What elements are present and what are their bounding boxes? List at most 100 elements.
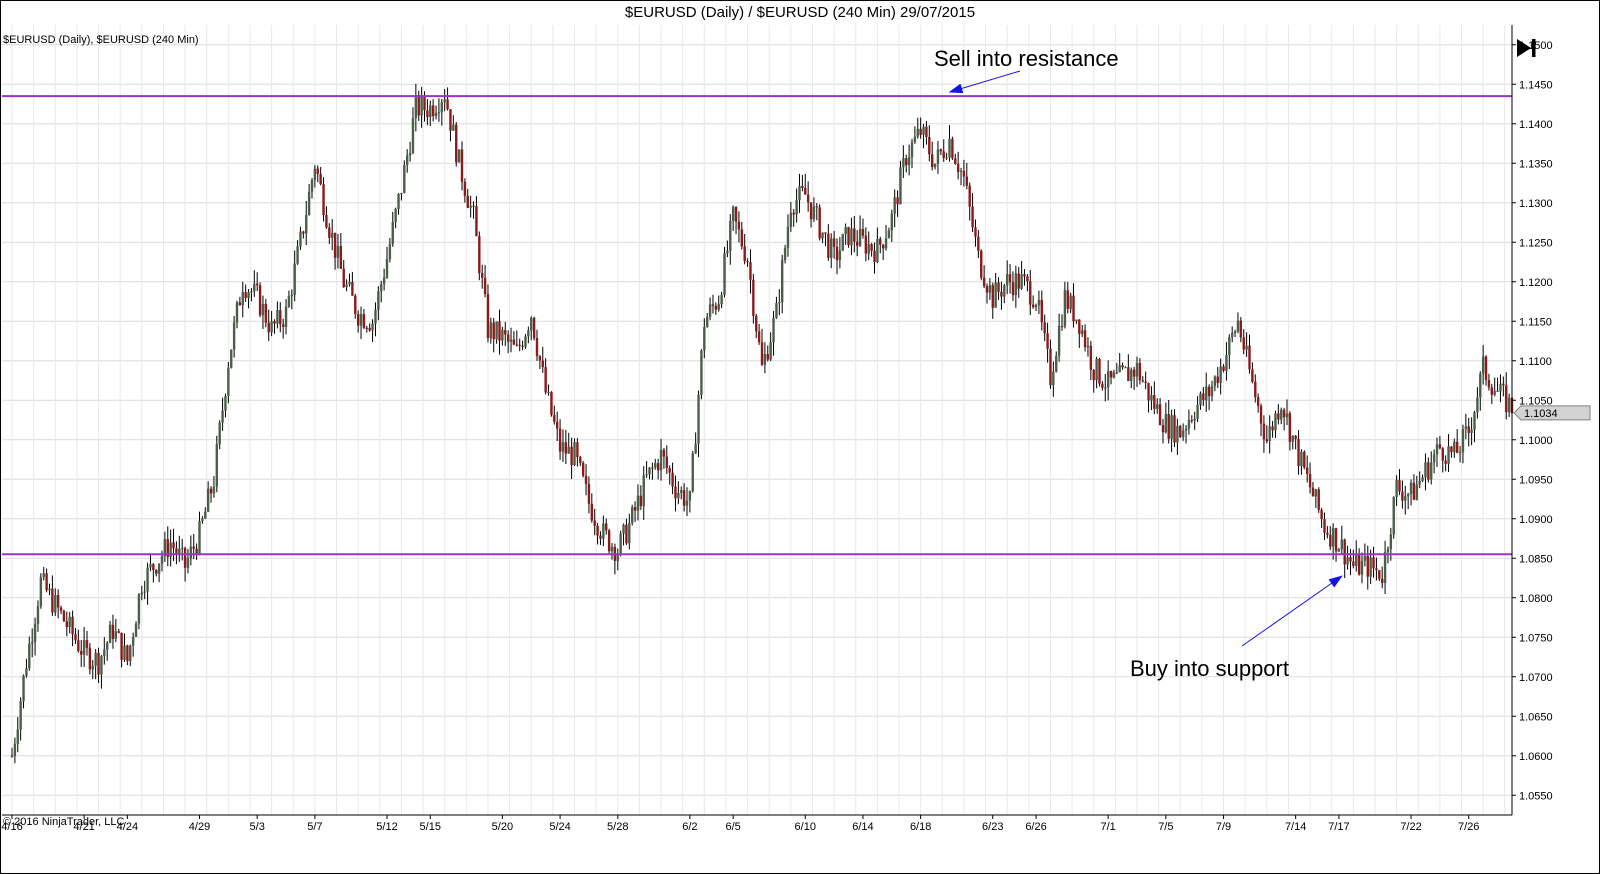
candle-body xyxy=(1069,295,1072,309)
candle-body xyxy=(354,295,357,315)
candle-body xyxy=(636,495,640,511)
candle-body xyxy=(59,607,63,611)
candle-body xyxy=(264,303,268,323)
candle-body xyxy=(930,154,934,168)
candle-body xyxy=(1251,369,1254,382)
candle-body xyxy=(965,176,969,186)
candle-body xyxy=(1357,554,1361,575)
candle-body xyxy=(215,444,219,487)
price-levels xyxy=(2,95,1512,556)
candle-body xyxy=(532,317,536,339)
candle-body xyxy=(446,99,449,110)
candle-body xyxy=(968,185,971,207)
candle-body xyxy=(1213,376,1217,387)
candle-body xyxy=(169,542,172,557)
candle-body xyxy=(88,647,92,670)
x-tick-label: 6/23 xyxy=(982,821,1003,833)
candle-body xyxy=(146,567,149,592)
candle-body xyxy=(302,231,305,234)
candle-body xyxy=(1334,528,1338,552)
candle-body xyxy=(1392,496,1395,535)
candle-body xyxy=(1014,273,1018,296)
candle-body xyxy=(45,573,48,591)
candle-body xyxy=(723,253,726,295)
candle-body xyxy=(720,294,723,305)
candle-body xyxy=(824,232,827,234)
skip-to-end-button[interactable] xyxy=(1514,36,1540,60)
x-tick-label: 5/7 xyxy=(307,821,322,833)
candle-body xyxy=(227,367,230,396)
candle-body xyxy=(1435,444,1439,455)
candle-body xyxy=(495,321,498,340)
candle-body xyxy=(377,291,380,310)
candle-body xyxy=(1127,367,1130,382)
candle-body xyxy=(1378,570,1381,579)
candle-body xyxy=(593,520,596,526)
x-tick-label: 4/29 xyxy=(189,821,210,833)
candle-body xyxy=(198,520,201,554)
candle-body xyxy=(587,483,591,504)
candle-body xyxy=(524,336,527,347)
candle-body xyxy=(527,330,530,337)
candle-body xyxy=(480,273,484,278)
candle-body xyxy=(1057,326,1061,356)
candle-body xyxy=(902,158,905,168)
candle-body xyxy=(1205,386,1208,401)
candle-body xyxy=(1507,397,1511,413)
copyright-label: © 2016 NinjaTrader, LLC xyxy=(3,816,124,828)
candle-body xyxy=(426,110,429,118)
candle-body xyxy=(333,232,337,258)
candle-body xyxy=(403,164,406,193)
candle-body xyxy=(143,591,146,593)
candle-body xyxy=(342,268,345,288)
candle-body xyxy=(1124,367,1127,369)
candle-body xyxy=(1444,460,1447,464)
candle-body xyxy=(287,296,291,307)
candle-body xyxy=(114,631,118,639)
candle-body xyxy=(1326,532,1329,536)
annotations: Sell into resistance Buy into support xyxy=(934,46,1343,681)
candle-body xyxy=(821,232,824,239)
candle-body xyxy=(172,542,175,549)
candle-body xyxy=(818,207,821,239)
candle-body xyxy=(209,488,213,494)
candle-body xyxy=(795,200,798,215)
candle-body xyxy=(489,322,493,339)
x-tick-label: 5/20 xyxy=(492,821,513,833)
candle-body xyxy=(1017,273,1020,289)
candle-body xyxy=(855,241,859,246)
y-tick-label: 1.1300 xyxy=(1519,198,1553,210)
candle-body xyxy=(1412,482,1416,500)
candle-body xyxy=(1233,331,1237,334)
candle-body xyxy=(322,184,325,215)
candle-body xyxy=(509,339,513,342)
candle-body xyxy=(884,238,888,249)
candle-body xyxy=(737,221,741,230)
candle-body xyxy=(284,306,288,327)
candle-body xyxy=(54,595,57,613)
candle-body xyxy=(85,640,89,648)
y-tick-label: 1.1100 xyxy=(1519,356,1552,368)
candle-body xyxy=(1288,413,1292,442)
candle-body xyxy=(501,329,504,341)
y-tick-label: 1.1050 xyxy=(1519,395,1553,407)
candle-body xyxy=(830,238,833,258)
candle-body xyxy=(1424,462,1427,478)
candle-body xyxy=(206,488,210,512)
candle-body xyxy=(1369,557,1372,577)
candle-body xyxy=(247,292,250,298)
candle-body xyxy=(844,227,847,235)
candle-body xyxy=(371,323,374,331)
candle-body xyxy=(804,187,807,195)
candle-body xyxy=(1173,415,1176,443)
candle-body xyxy=(933,163,937,168)
candle-body xyxy=(633,507,637,511)
y-tick-label: 1.0650 xyxy=(1519,711,1553,723)
candle-body xyxy=(1052,371,1055,386)
candle-body xyxy=(887,230,891,239)
candle-body xyxy=(881,244,885,249)
candle-body xyxy=(1380,578,1384,584)
candle-body xyxy=(255,283,259,286)
candle-body xyxy=(351,281,354,296)
